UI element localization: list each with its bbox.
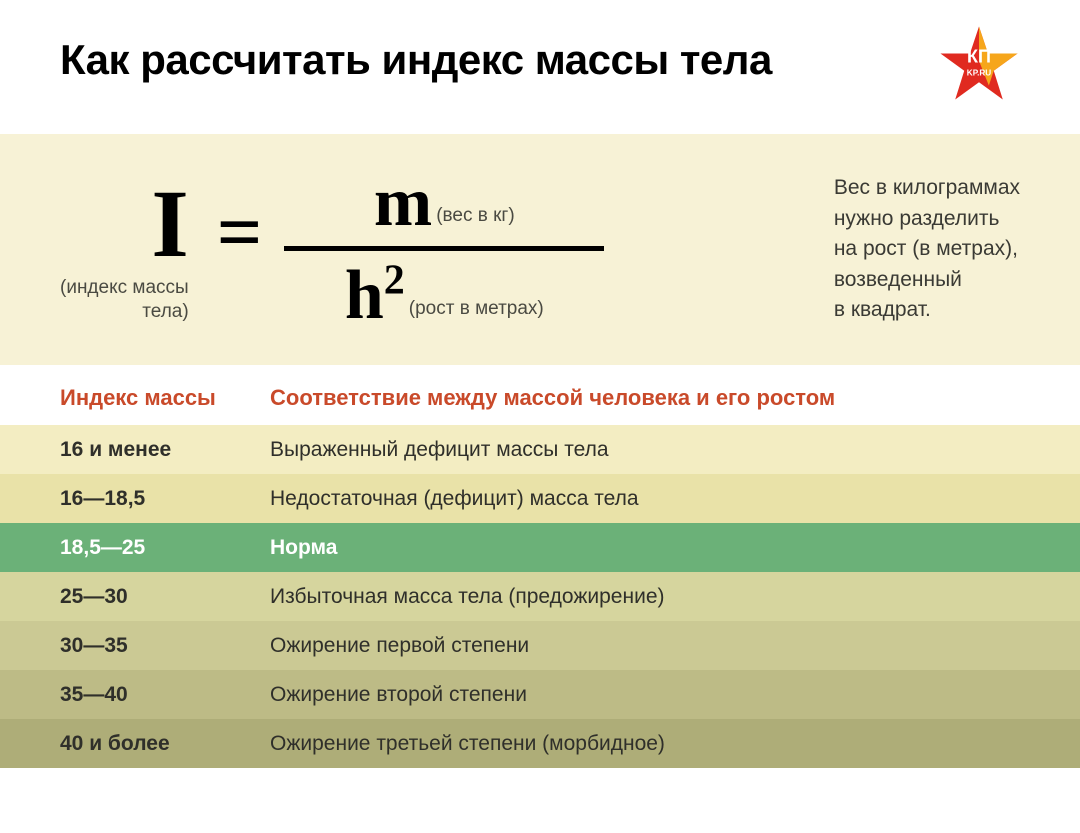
bmi-label: Ожирение первой степени xyxy=(270,634,1020,658)
bmi-label: Недостаточная (дефицит) масса тела xyxy=(270,487,1020,511)
header: Как рассчитать индекс массы тела КП KP.R… xyxy=(0,0,1080,134)
bmi-label: Ожирение второй степени xyxy=(270,683,1020,707)
formula-fraction: m (вес в кг) h2 (рост в метрах) xyxy=(284,168,604,331)
bmi-label: Избыточная масса тела (предожирение) xyxy=(270,585,1020,609)
bmi-range: 30—35 xyxy=(60,634,270,658)
formula-m-caption: (вес в кг) xyxy=(436,205,515,227)
formula-i-block: I (индекс массы тела) xyxy=(60,176,189,324)
bmi-label: Норма xyxy=(270,536,1020,560)
text: (индекс массы xyxy=(60,277,189,298)
formula-i-var: I xyxy=(151,176,188,272)
text: в квадрат. xyxy=(834,298,931,321)
text: тела) xyxy=(142,301,188,322)
table-row: 16—18,5Недостаточная (дефицит) масса тел… xyxy=(0,474,1080,523)
bmi-label: Ожирение третьей степени (морбидное) xyxy=(270,732,1020,756)
table-header: Индекс массы Соответствие между массой ч… xyxy=(0,365,1080,425)
table-row: 40 и болееОжирение третьей степени (морб… xyxy=(0,719,1080,768)
bmi-range: 16 и менее xyxy=(60,438,270,462)
formula: I (индекс массы тела) = m (вес в кг) h2 … xyxy=(60,168,604,331)
table-body: 16 и менееВыраженный дефицит массы тела1… xyxy=(0,425,1080,768)
table-row: 35—40Ожирение второй степени xyxy=(0,670,1080,719)
table-header-col1: Индекс массы xyxy=(60,385,270,411)
text: Вес в килограммах xyxy=(834,176,1020,199)
bmi-label: Выраженный дефицит массы тела xyxy=(270,438,1020,462)
table-row: 30—35Ожирение первой степени xyxy=(0,621,1080,670)
bmi-range: 35—40 xyxy=(60,683,270,707)
formula-h-exp: 2 xyxy=(384,258,405,304)
logo-text1: КП xyxy=(967,47,991,67)
page-title: Как рассчитать индекс массы тела xyxy=(60,36,772,84)
text: на рост (в метрах), xyxy=(834,237,1018,260)
formula-i-caption: (индекс массы тела) xyxy=(60,276,189,324)
formula-h-var: h2 xyxy=(345,261,405,331)
fraction-line xyxy=(284,246,604,251)
text: h xyxy=(345,257,384,334)
bmi-range: 18,5—25 xyxy=(60,536,270,560)
bmi-range: 25—30 xyxy=(60,585,270,609)
denominator: h2 (рост в метрах) xyxy=(284,261,604,331)
table-row: 16 и менееВыраженный дефицит массы тела xyxy=(0,425,1080,474)
table-header-col2: Соответствие между массой человека и его… xyxy=(270,385,1020,411)
text: нужно разделить xyxy=(834,207,1000,230)
kp-logo: КП KP.RU xyxy=(938,24,1020,106)
bmi-range: 16—18,5 xyxy=(60,487,270,511)
formula-h-caption: (рост в метрах) xyxy=(409,298,544,320)
formula-description: Вес в килограммах нужно разделить на рос… xyxy=(834,173,1020,325)
table-row: 18,5—25Норма xyxy=(0,523,1080,572)
equals-sign: = xyxy=(217,188,263,279)
bmi-range: 40 и более xyxy=(60,732,270,756)
formula-panel: I (индекс массы тела) = m (вес в кг) h2 … xyxy=(0,134,1080,365)
table-row: 25—30Избыточная масса тела (предожирение… xyxy=(0,572,1080,621)
logo-text2: KP.RU xyxy=(967,69,992,78)
formula-m-var: m xyxy=(374,168,432,238)
numerator: m (вес в кг) xyxy=(284,168,604,238)
bmi-table: Индекс массы Соответствие между массой ч… xyxy=(0,365,1080,768)
text: возведенный xyxy=(834,268,962,291)
